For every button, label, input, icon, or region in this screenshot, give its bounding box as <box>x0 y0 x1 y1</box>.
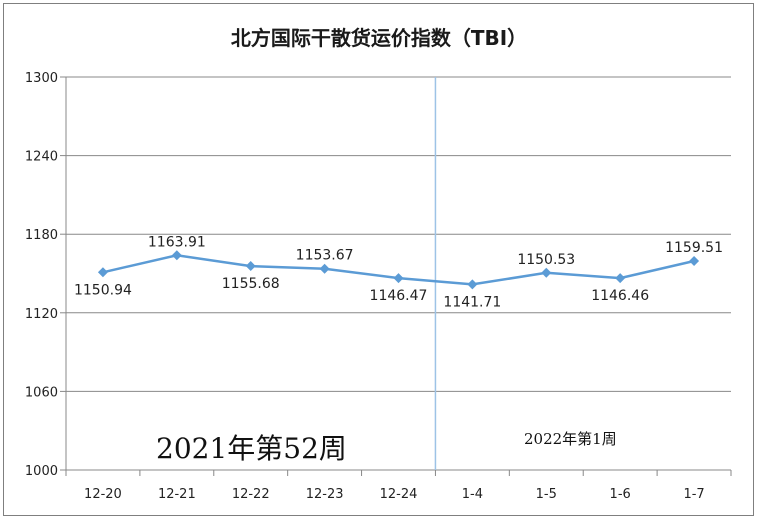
data-label: 1150.94 <box>74 282 132 298</box>
data-label: 1163.91 <box>148 234 206 250</box>
data-point-marker <box>319 263 330 274</box>
data-label: 1141.71 <box>443 294 501 310</box>
data-point-marker <box>615 273 626 284</box>
data-point-marker <box>97 267 108 278</box>
data-point-marker <box>245 261 256 272</box>
data-label: 1150.53 <box>517 252 575 268</box>
y-tick-label: 1300 <box>25 71 58 86</box>
y-tick-label: 1000 <box>25 464 58 479</box>
data-label: 1159.51 <box>665 240 723 256</box>
x-tick-label: 12-21 <box>158 487 196 502</box>
x-tick-label: 12-23 <box>306 487 344 502</box>
data-label: 1155.68 <box>222 276 280 292</box>
data-point-marker <box>541 267 552 278</box>
data-point-marker <box>171 250 182 261</box>
data-point-marker <box>393 273 404 284</box>
data-label: 1153.67 <box>296 248 354 264</box>
x-tick-label: 12-22 <box>232 487 270 502</box>
x-tick-label: 1-6 <box>610 487 631 502</box>
data-point-marker <box>467 279 478 290</box>
y-tick-label: 1180 <box>25 228 58 243</box>
week-annotation-right: 2022年第1周 <box>524 430 617 448</box>
chart-frame <box>3 3 754 516</box>
x-tick-label: 12-20 <box>84 487 122 502</box>
data-label: 1146.46 <box>591 288 649 304</box>
week-annotation-left: 2021年第52周 <box>156 432 347 465</box>
y-tick-label: 1060 <box>25 385 58 400</box>
x-tick-label: 1-4 <box>462 487 483 502</box>
x-tick-label: 1-7 <box>683 487 704 502</box>
y-tick-label: 1240 <box>25 150 58 165</box>
chart-title: 北方国际干散货运价指数（TBI） <box>231 26 527 50</box>
x-tick-label: 12-24 <box>380 487 418 502</box>
y-tick-label: 1120 <box>25 307 58 322</box>
data-label: 1146.47 <box>370 288 428 304</box>
data-point-marker <box>689 256 700 267</box>
x-tick-label: 1-5 <box>536 487 557 502</box>
